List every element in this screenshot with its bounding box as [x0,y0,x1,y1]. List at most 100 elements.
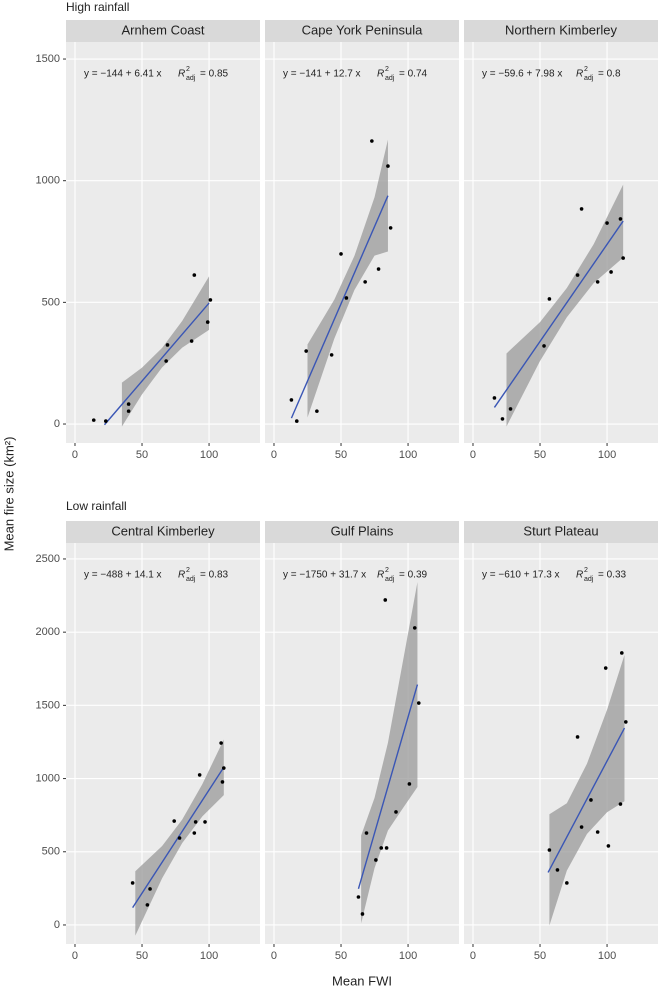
r2-value: = 0.33 [598,570,627,581]
point [384,846,389,850]
panel-background [66,543,260,944]
y-axis-label: Mean fire size (km²) [1,437,16,552]
equation: y = −1750 + 31.7 x [283,570,366,581]
point [315,409,319,413]
r2-symbol: R [178,570,185,581]
point [542,344,546,348]
point [360,912,365,916]
strip [265,521,459,543]
equation: y = −144 + 6.41 x [84,69,162,80]
r2-symbol: R [377,570,384,581]
point [595,280,600,284]
point [304,349,308,353]
point [388,226,393,230]
x-tick-label: 50 [136,950,148,962]
strip [265,20,459,42]
equation: y = −610 + 17.3 x [482,570,560,581]
point [386,164,390,168]
point [91,418,96,422]
equation: y = −488 + 14.1 x [84,570,162,581]
r2-value: = 0.74 [399,69,428,80]
r2-symbol: R [178,69,185,80]
point [500,417,505,421]
point [394,810,398,814]
point [222,766,226,770]
fit-line [290,195,389,419]
point [189,339,194,343]
x-tick-label: 100 [200,950,218,962]
r2-symbol: R [576,570,583,581]
x-tick-label: 50 [335,950,347,962]
equation: y = −59.6 + 7.98 x [482,69,562,80]
r2-value: = 0.39 [399,570,428,581]
point [620,651,624,655]
r2-symbol: R [377,69,384,80]
y-tick-label: 1500 [36,53,60,65]
r2-sub: adj [584,75,594,82]
point [172,819,176,823]
confidence-band [121,276,210,427]
r2-sub: adj [186,75,196,82]
fit-line [547,727,626,873]
point [605,221,609,225]
x-tick-label: 50 [534,449,546,461]
point [220,780,225,784]
point [192,273,197,277]
r2-sup: 2 [186,66,190,73]
fit-line [493,220,624,408]
point [603,666,608,670]
strip-label: Northern Kimberley [505,22,617,37]
point [407,782,412,786]
strip-label: Gulf Plains [331,523,394,538]
point [104,419,108,423]
x-tick-label: 0 [470,449,476,461]
point [329,353,334,357]
point [374,858,378,862]
r2-sup: 2 [186,567,190,574]
strip [464,20,658,42]
y-tick-label: 500 [42,846,60,858]
point [379,846,384,850]
strip-label: Cape York Peninsula [302,22,423,37]
point [575,273,580,277]
x-tick-label: 100 [598,950,616,962]
point [126,409,131,413]
point [609,270,613,274]
point [621,256,625,260]
point [205,320,210,324]
r2-value: = 0.8 [598,69,621,80]
point [164,359,168,363]
point [579,207,584,211]
r2-value: = 0.85 [200,69,229,80]
x-tick-label: 0 [271,449,277,461]
y-tick-label: 2000 [36,626,60,638]
r2-sub: adj [385,75,395,82]
confidence-band [307,139,388,418]
x-tick-label: 50 [136,449,148,461]
panel-background [464,42,658,443]
r2-sub: adj [186,576,196,583]
point [203,820,207,824]
point [624,720,628,724]
r2-sup: 2 [385,567,389,574]
y-tick-label: 1000 [36,175,60,187]
point [370,139,374,143]
point [589,798,593,802]
point [148,887,152,891]
point [376,267,381,271]
equation: y = −141 + 12.7 x [283,69,361,80]
point [579,825,584,829]
point [492,396,497,400]
point [618,802,623,806]
x-tick-label: 100 [200,449,218,461]
point [294,419,299,423]
point [383,598,388,602]
point [208,298,213,302]
point [555,868,560,872]
point [165,343,170,347]
point [363,280,367,284]
point [356,895,361,899]
r2-sup: 2 [584,66,588,73]
point [575,735,580,739]
